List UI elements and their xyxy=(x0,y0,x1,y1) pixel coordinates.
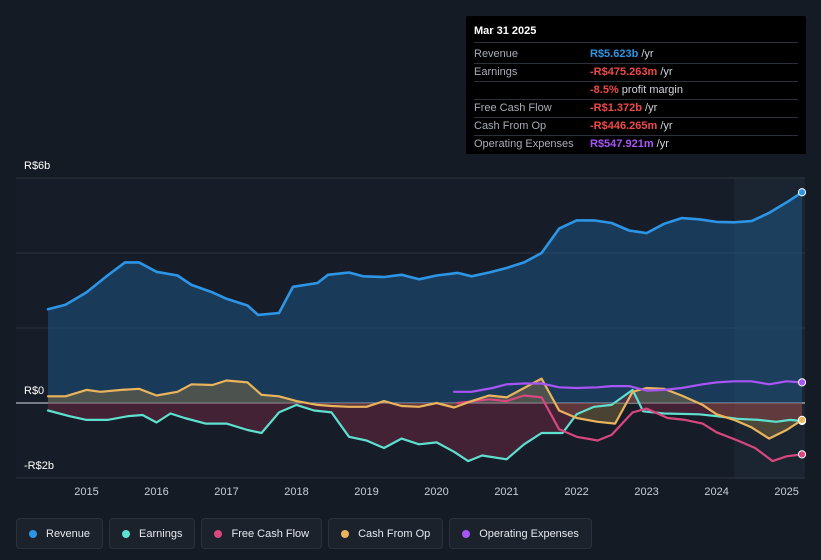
revenue-line xyxy=(46,191,804,317)
x-tick-label: 2025 xyxy=(774,486,798,498)
tooltip-value-unit: /yr xyxy=(653,138,669,150)
tooltip-row-value: R$547.921m /yr xyxy=(590,136,669,153)
legend-item-free-cash-flow[interactable]: Free Cash Flow xyxy=(201,518,323,549)
tooltip-row-value: R$5.623b /yr xyxy=(590,46,654,63)
legend-label: Earnings xyxy=(139,527,183,540)
y-label-top: R$6b xyxy=(24,160,51,172)
x-tick-label: 2017 xyxy=(214,486,238,498)
x-tick-label: 2024 xyxy=(704,486,728,498)
tooltip-value-unit: /yr xyxy=(641,102,658,114)
operating-expenses-endpoint xyxy=(797,378,807,387)
tooltip-value-number: -R$446.265m xyxy=(590,120,658,132)
earnings-area xyxy=(48,389,802,462)
legend-label: Operating Expenses xyxy=(479,527,579,540)
operating-expenses-line xyxy=(453,380,804,393)
cash-from-op-endpoint xyxy=(797,415,807,424)
tooltip-panel: Mar 31 2025 Revenue R$5.623b /yr Earnings -… xyxy=(466,16,806,154)
tooltip-row-value: -R$1.372b /yr xyxy=(590,100,657,117)
x-tick-label: 2019 xyxy=(354,486,378,498)
tooltip-row-label: Cash From Op xyxy=(474,120,547,132)
tooltip-row: Cash From Op -R$446.265m /yr xyxy=(474,118,798,136)
tooltip-value-unit: /yr xyxy=(657,120,673,132)
tooltip-value-number: -R$1.372b xyxy=(590,102,642,114)
legend-dot-icon xyxy=(29,529,37,538)
tooltip-row-value: -R$446.265m /yr xyxy=(590,118,673,135)
tooltip-row: Revenue R$5.623b /yr xyxy=(474,46,798,64)
tooltip-date: Mar 31 2025 xyxy=(474,24,798,43)
free-cash-flow-endpoint xyxy=(797,450,807,459)
free-cash-flow-line xyxy=(456,394,804,463)
tooltip-value-number: -8.5% xyxy=(590,84,619,96)
earnings-line xyxy=(46,388,804,463)
legend-item-revenue[interactable]: Revenue xyxy=(16,518,104,549)
tooltip-row: -8.5% profit margin xyxy=(474,82,798,100)
legend-dot-icon xyxy=(462,529,471,538)
tooltip-row-label: Operating Expenses xyxy=(474,138,574,150)
legend-dot-icon xyxy=(214,529,223,538)
tooltip-value-number: R$5.623b xyxy=(590,48,639,60)
legend-item-earnings[interactable]: Earnings xyxy=(109,518,196,549)
tooltip-row-label: Revenue xyxy=(474,48,519,60)
x-tick-label: 2022 xyxy=(564,486,588,498)
cash-from-op-area xyxy=(48,378,802,439)
tooltip-row: Earnings -R$475.263m /yr xyxy=(474,64,798,82)
x-tick-label: 2020 xyxy=(424,486,448,498)
tooltip-row: Operating Expenses R$547.921m /yr xyxy=(474,136,798,153)
x-tick-label: 2018 xyxy=(284,486,308,498)
x-tick-label: 2021 xyxy=(494,486,518,498)
legend-label: Free Cash Flow xyxy=(231,527,310,540)
legend-item-cash-from-op[interactable]: Cash From Op xyxy=(328,518,444,549)
legend: Revenue Earnings Free Cash Flow Cash From O… xyxy=(16,518,592,549)
revenue-endpoint xyxy=(797,188,807,197)
revenue-area xyxy=(48,192,802,403)
x-tick-label: 2023 xyxy=(634,486,658,498)
legend-dot-icon xyxy=(122,529,131,538)
y-label-bottom: -R$2b xyxy=(24,460,54,472)
tooltip-row-label: Earnings xyxy=(474,66,518,78)
tooltip-row-value: -R$475.263m /yr xyxy=(590,64,673,81)
legend-dot-icon xyxy=(341,529,350,538)
tooltip-value-number: -R$475.263m xyxy=(590,66,658,78)
tooltip-value-number: R$547.921m xyxy=(590,138,654,150)
tooltip-row: Free Cash Flow -R$1.372b /yr xyxy=(474,100,798,118)
legend-label: Revenue xyxy=(46,527,91,540)
tooltip-row-label: Free Cash Flow xyxy=(474,102,552,114)
tooltip-value-unit: /yr xyxy=(638,48,654,60)
tooltip-value-unit: /yr xyxy=(657,66,673,78)
tooltip-value-unit: profit margin xyxy=(618,84,683,96)
x-tick-label: 2016 xyxy=(144,486,168,498)
legend-label: Cash From Op xyxy=(358,527,431,540)
cash-from-op-line xyxy=(46,377,804,440)
tooltip-row-value: -8.5% profit margin xyxy=(590,82,683,99)
x-tick-label: 2015 xyxy=(74,486,98,498)
legend-item-operating-expenses[interactable]: Operating Expenses xyxy=(449,518,592,549)
y-label-zero: R$0 xyxy=(24,385,45,397)
